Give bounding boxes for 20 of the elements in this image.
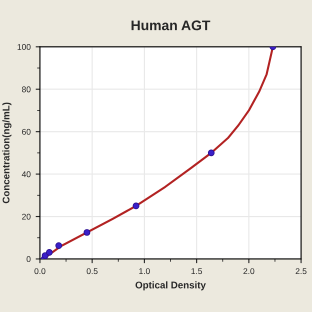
x-tick-label: 0.5: [86, 268, 98, 274]
point: [132, 202, 140, 210]
y-tick-label: 80: [22, 86, 31, 92]
x-tick-label: 0.0: [34, 268, 46, 274]
x-axis-title: Optical Density: [136, 281, 206, 290]
point: [46, 249, 53, 256]
point: [55, 242, 62, 249]
y-tick-label: 20: [22, 214, 31, 220]
point: [84, 229, 90, 236]
y-axis-title: Concentration(ng/mL): [2, 102, 12, 204]
x-tick-label: 1.5: [191, 268, 202, 274]
x-tick-label: 1.0: [139, 268, 150, 274]
chart-title: Human AGT: [132, 20, 210, 30]
y-tick-label: 0: [26, 256, 31, 262]
x-tick-label: 2.5: [296, 268, 307, 274]
y-tick-label: 60: [22, 128, 31, 135]
point: [208, 150, 215, 156]
y-tick-label: 40: [22, 171, 31, 178]
x-tick-label: 2.0: [243, 268, 254, 274]
y-tick-label: 100: [18, 44, 31, 50]
